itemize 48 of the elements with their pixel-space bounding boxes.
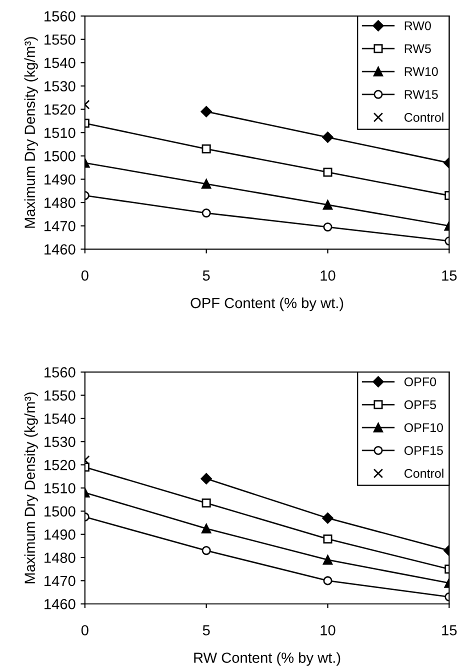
legend-label: OPF5 <box>404 400 436 410</box>
legend-label: Control <box>404 468 444 478</box>
x-tick-label: 15 <box>442 625 457 636</box>
legend-label: RW15 <box>404 90 438 99</box>
x-tick-label: 15 <box>442 270 457 281</box>
x-tick-label: 0 <box>81 270 88 281</box>
y-tick-label: 1510 <box>44 128 76 138</box>
legend-label: OPF10 <box>404 423 443 432</box>
y-tick-label: 1480 <box>44 198 76 208</box>
y-tick-label: 1460 <box>44 598 76 610</box>
y-tick-label: 1530 <box>44 81 76 92</box>
x-axis-title: OPF Content (% by wt.) <box>190 297 344 312</box>
y-tick-label: 1540 <box>44 414 76 424</box>
y-tick-label: 1500 <box>44 151 76 162</box>
y-tick-label: 1560 <box>44 367 76 378</box>
y-tick-label: 1460 <box>44 244 76 255</box>
x-tick-label: 10 <box>320 270 336 281</box>
y-tick-label: 1490 <box>44 174 76 185</box>
x-tick-label: 5 <box>202 625 210 636</box>
y-tick-label: 1540 <box>44 58 76 68</box>
x-tick-label: 5 <box>202 270 210 281</box>
point <box>200 473 212 484</box>
y-tick-label: 1560 <box>44 11 76 22</box>
y-tick-label: 1550 <box>44 390 76 401</box>
y-axis-title: Maximum Dry Density (kg/m³) <box>24 392 38 584</box>
y-tick-label: 1480 <box>44 552 76 563</box>
point <box>322 512 334 524</box>
y-tick-label: 1530 <box>44 436 76 448</box>
y-tick-label: 1520 <box>44 104 76 115</box>
legend-label: OPF15 <box>404 446 443 455</box>
legend-label: RW10 <box>404 67 438 76</box>
y-tick-label: 1550 <box>44 34 76 45</box>
y-tick-label: 1510 <box>44 483 76 494</box>
legend-label: Control <box>404 112 444 122</box>
y-tick-label: 1500 <box>44 506 76 517</box>
y-tick-label: 1490 <box>44 529 76 540</box>
x-tick-label: 0 <box>81 625 88 636</box>
y-tick-label: 1470 <box>44 220 76 232</box>
x-tick-label: 10 <box>320 625 336 636</box>
y-tick-label: 1470 <box>44 576 76 586</box>
x-axis-title: RW Content (% by wt.) <box>194 652 340 666</box>
point <box>322 132 334 143</box>
y-axis-title: Maximum Dry Density (kg/m³) <box>24 37 38 228</box>
y-tick-label: 1520 <box>44 460 76 470</box>
legend-label: RW0 <box>404 21 431 30</box>
legend-label: RW5 <box>404 44 431 54</box>
legend-label: OPF0 <box>404 377 436 386</box>
point <box>200 106 212 118</box>
